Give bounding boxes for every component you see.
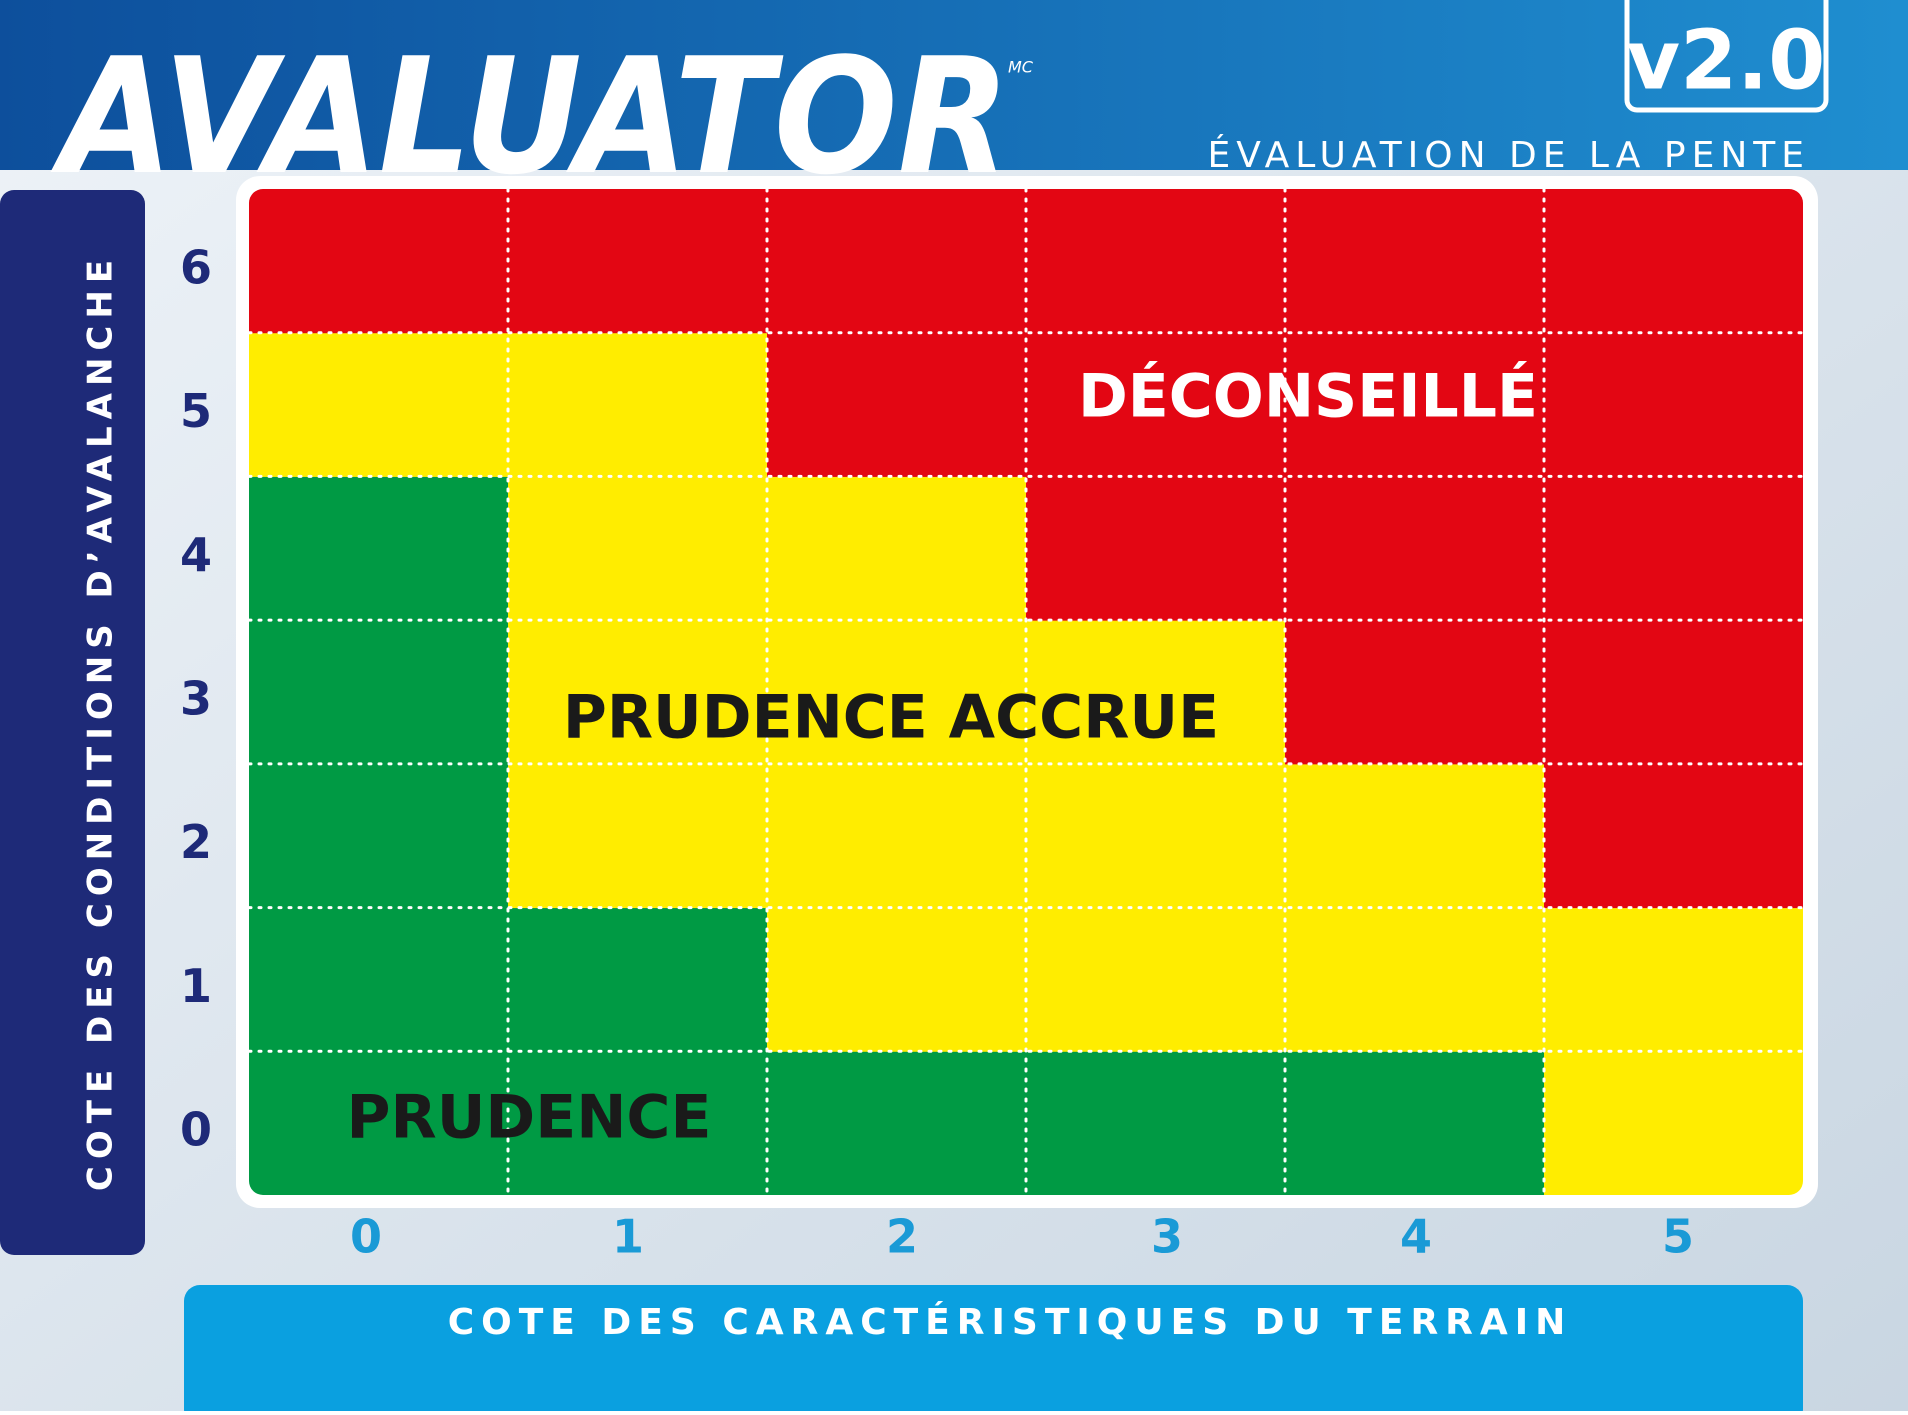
y-tick-label: 1	[180, 959, 212, 1013]
cell	[1544, 332, 1803, 477]
cell	[1285, 476, 1545, 621]
cell	[767, 1051, 1027, 1195]
annotation: DÉCONSEILLÉ	[1078, 360, 1538, 432]
cell	[1544, 1051, 1803, 1195]
cell	[508, 332, 768, 477]
cell	[1544, 907, 1803, 1052]
cell	[767, 476, 1027, 621]
y-label-panel	[0, 190, 145, 1255]
y-tick-label: 3	[180, 672, 212, 726]
cell	[249, 620, 509, 765]
cell	[1285, 1051, 1545, 1195]
cell	[249, 189, 509, 334]
cell	[767, 332, 1027, 477]
cell	[1285, 189, 1545, 334]
cell	[1026, 332, 1286, 477]
cell	[249, 1051, 509, 1195]
cell	[1544, 620, 1803, 765]
cell	[1026, 476, 1286, 621]
cell	[767, 189, 1027, 334]
cell	[1544, 476, 1803, 621]
cell	[767, 620, 1027, 765]
x-tick-label: 5	[1662, 1210, 1694, 1264]
annotation: PRUDENCE	[347, 1083, 712, 1153]
cell	[508, 1051, 768, 1195]
cell	[508, 476, 768, 621]
version: v2.0	[1627, 13, 1826, 108]
cell	[1285, 620, 1545, 765]
x-label-panel	[184, 1285, 1803, 1415]
x-tick-label: 3	[1151, 1210, 1183, 1264]
x-tick-label: 1	[612, 1210, 644, 1264]
cell	[508, 763, 768, 909]
version-box	[1624, 0, 1829, 113]
x-tick-label: 0	[350, 1210, 382, 1264]
cell	[249, 907, 509, 1052]
header-banner	[0, 0, 1908, 170]
cell	[1026, 1051, 1286, 1195]
x-tick-label: 4	[1400, 1210, 1432, 1264]
cell	[1026, 620, 1286, 765]
cell	[508, 907, 768, 1052]
subtitle: ÉVALUATION DE LA PENTE	[1208, 134, 1810, 176]
x-tick-label: 2	[886, 1210, 918, 1264]
cells	[249, 189, 1803, 1195]
y-tick-label: 4	[180, 528, 212, 582]
cell	[1026, 907, 1286, 1052]
y-tick-label: 6	[180, 240, 212, 294]
y-tick-label: 5	[180, 384, 212, 438]
cell	[1285, 907, 1545, 1052]
cell	[1544, 189, 1803, 334]
cell	[249, 763, 509, 909]
x-axis-label: COTE DES CARACTÉRISTIQUES DU TERRAIN	[448, 1301, 1573, 1343]
y-axis-label: COTE DES CONDITIONS D’AVALANCHE	[81, 253, 121, 1191]
cell	[1026, 763, 1286, 909]
cell	[767, 763, 1027, 909]
chart-title: AVALUATOR	[50, 23, 1010, 210]
cell	[1026, 189, 1286, 334]
cell	[1544, 763, 1803, 909]
cell	[767, 907, 1027, 1052]
cell	[508, 189, 768, 334]
cell	[1285, 763, 1545, 909]
title-mark: MC	[1008, 58, 1034, 77]
cell	[1285, 332, 1545, 477]
cell	[508, 620, 768, 765]
annotation: PRUDENCE ACCRUE	[563, 683, 1219, 753]
cell	[249, 332, 509, 477]
y-tick-label: 2	[180, 815, 212, 869]
y-tick-label: 0	[180, 1103, 212, 1157]
cell	[249, 476, 509, 621]
